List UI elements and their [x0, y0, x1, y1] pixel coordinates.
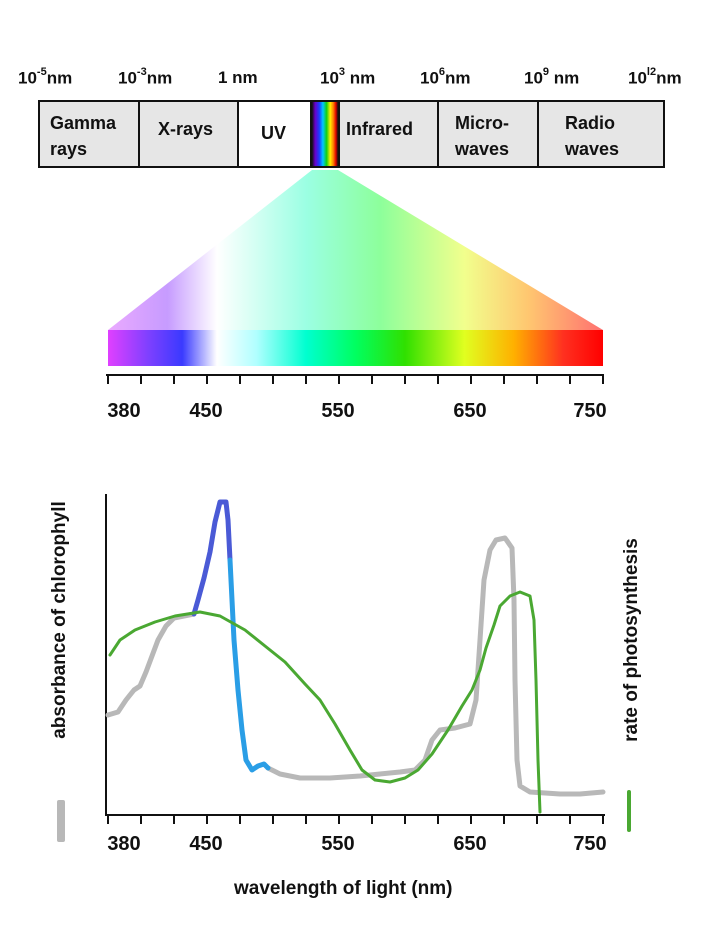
spectrum-fan: [108, 170, 603, 330]
absorbance-legend-swatch: [57, 800, 65, 842]
scale-label-1e6: 106nm: [420, 66, 471, 88]
x-axis-title: wavelength of light (nm): [234, 878, 453, 899]
spectrum-tick-380: 380: [107, 400, 141, 422]
photosynthesis-curve: [108, 590, 542, 814]
band-x-rays: X-rays: [138, 100, 239, 168]
band-microwaves: Micro-waves: [437, 100, 539, 168]
absorbance-blue-shoulder: [227, 557, 271, 773]
spectrum-tick-450: 450: [189, 400, 223, 422]
right-axis-title: rate of photosynthesis: [621, 538, 642, 742]
graph-tick-380: 380: [107, 833, 141, 855]
graph-tick-450: 450: [189, 833, 223, 855]
graph-axes: [105, 494, 605, 824]
scale-label-1nm: 1 nm: [218, 68, 258, 87]
band-infrared: Infrared: [338, 100, 439, 168]
spectrum-tick-550: 550: [321, 400, 355, 422]
scale-label-1e-5: 10-5nm: [18, 66, 73, 88]
spectrum-ruler: [106, 374, 604, 384]
left-axis-title: absorbance of chlorophyll: [49, 501, 70, 739]
graph-tick-550: 550: [321, 833, 355, 855]
absorbance-curve: [105, 535, 606, 797]
spectrum-tick-750: 750: [573, 400, 607, 422]
absorbance-blue-peak: [191, 499, 233, 617]
scale-label-1e3: 103 nm: [320, 66, 376, 88]
photosynthesis-legend-swatch: [627, 790, 631, 832]
spectrum-tick-650: 650: [453, 400, 487, 422]
graph-tick-750: 750: [573, 833, 607, 855]
scale-label-1e9: 109 nm: [524, 66, 580, 88]
scale-label-1e12: 10l2nm: [628, 66, 682, 88]
graph-tick-650: 650: [453, 833, 487, 855]
scale-label-1e-3: 10-3nm: [118, 66, 173, 88]
band-gamma-rays: Gamma rays: [38, 100, 140, 168]
band-radio-waves: Radio waves: [537, 100, 665, 168]
visible-spectrum-bar: [108, 330, 603, 366]
